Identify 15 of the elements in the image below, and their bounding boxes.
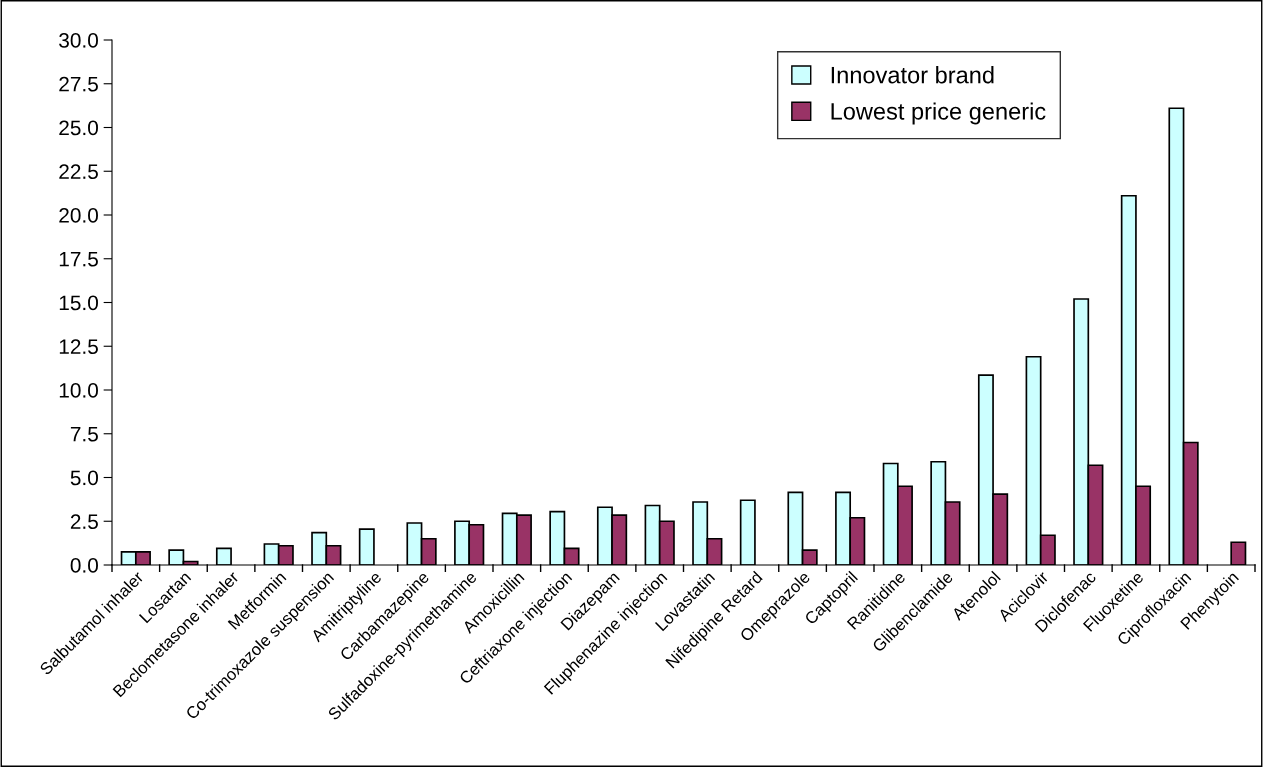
y-tick-label: 22.5 <box>59 164 98 179</box>
y-tick-label: 25.0 <box>59 120 98 136</box>
y-tick-label: 20.0 <box>59 208 98 223</box>
y-tick-label: 2.5 <box>70 514 98 529</box>
y-tick-label: 17.5 <box>59 251 98 267</box>
y-tick-label: 27.5 <box>59 76 98 92</box>
y-tick-label: 30.0 <box>59 33 98 48</box>
y-tick-label: 10.0 <box>59 383 98 398</box>
y-tick-label: 5.0 <box>70 470 98 486</box>
y-tick-label: 0.0 <box>70 558 98 573</box>
y-tick-label: 7.5 <box>70 426 98 442</box>
y-tick-label: 15.0 <box>59 295 98 311</box>
legend-label: Innovator brand <box>831 66 994 84</box>
legend-label: Lowest price generic <box>831 102 1046 125</box>
y-tick-label: 12.5 <box>59 339 98 354</box>
